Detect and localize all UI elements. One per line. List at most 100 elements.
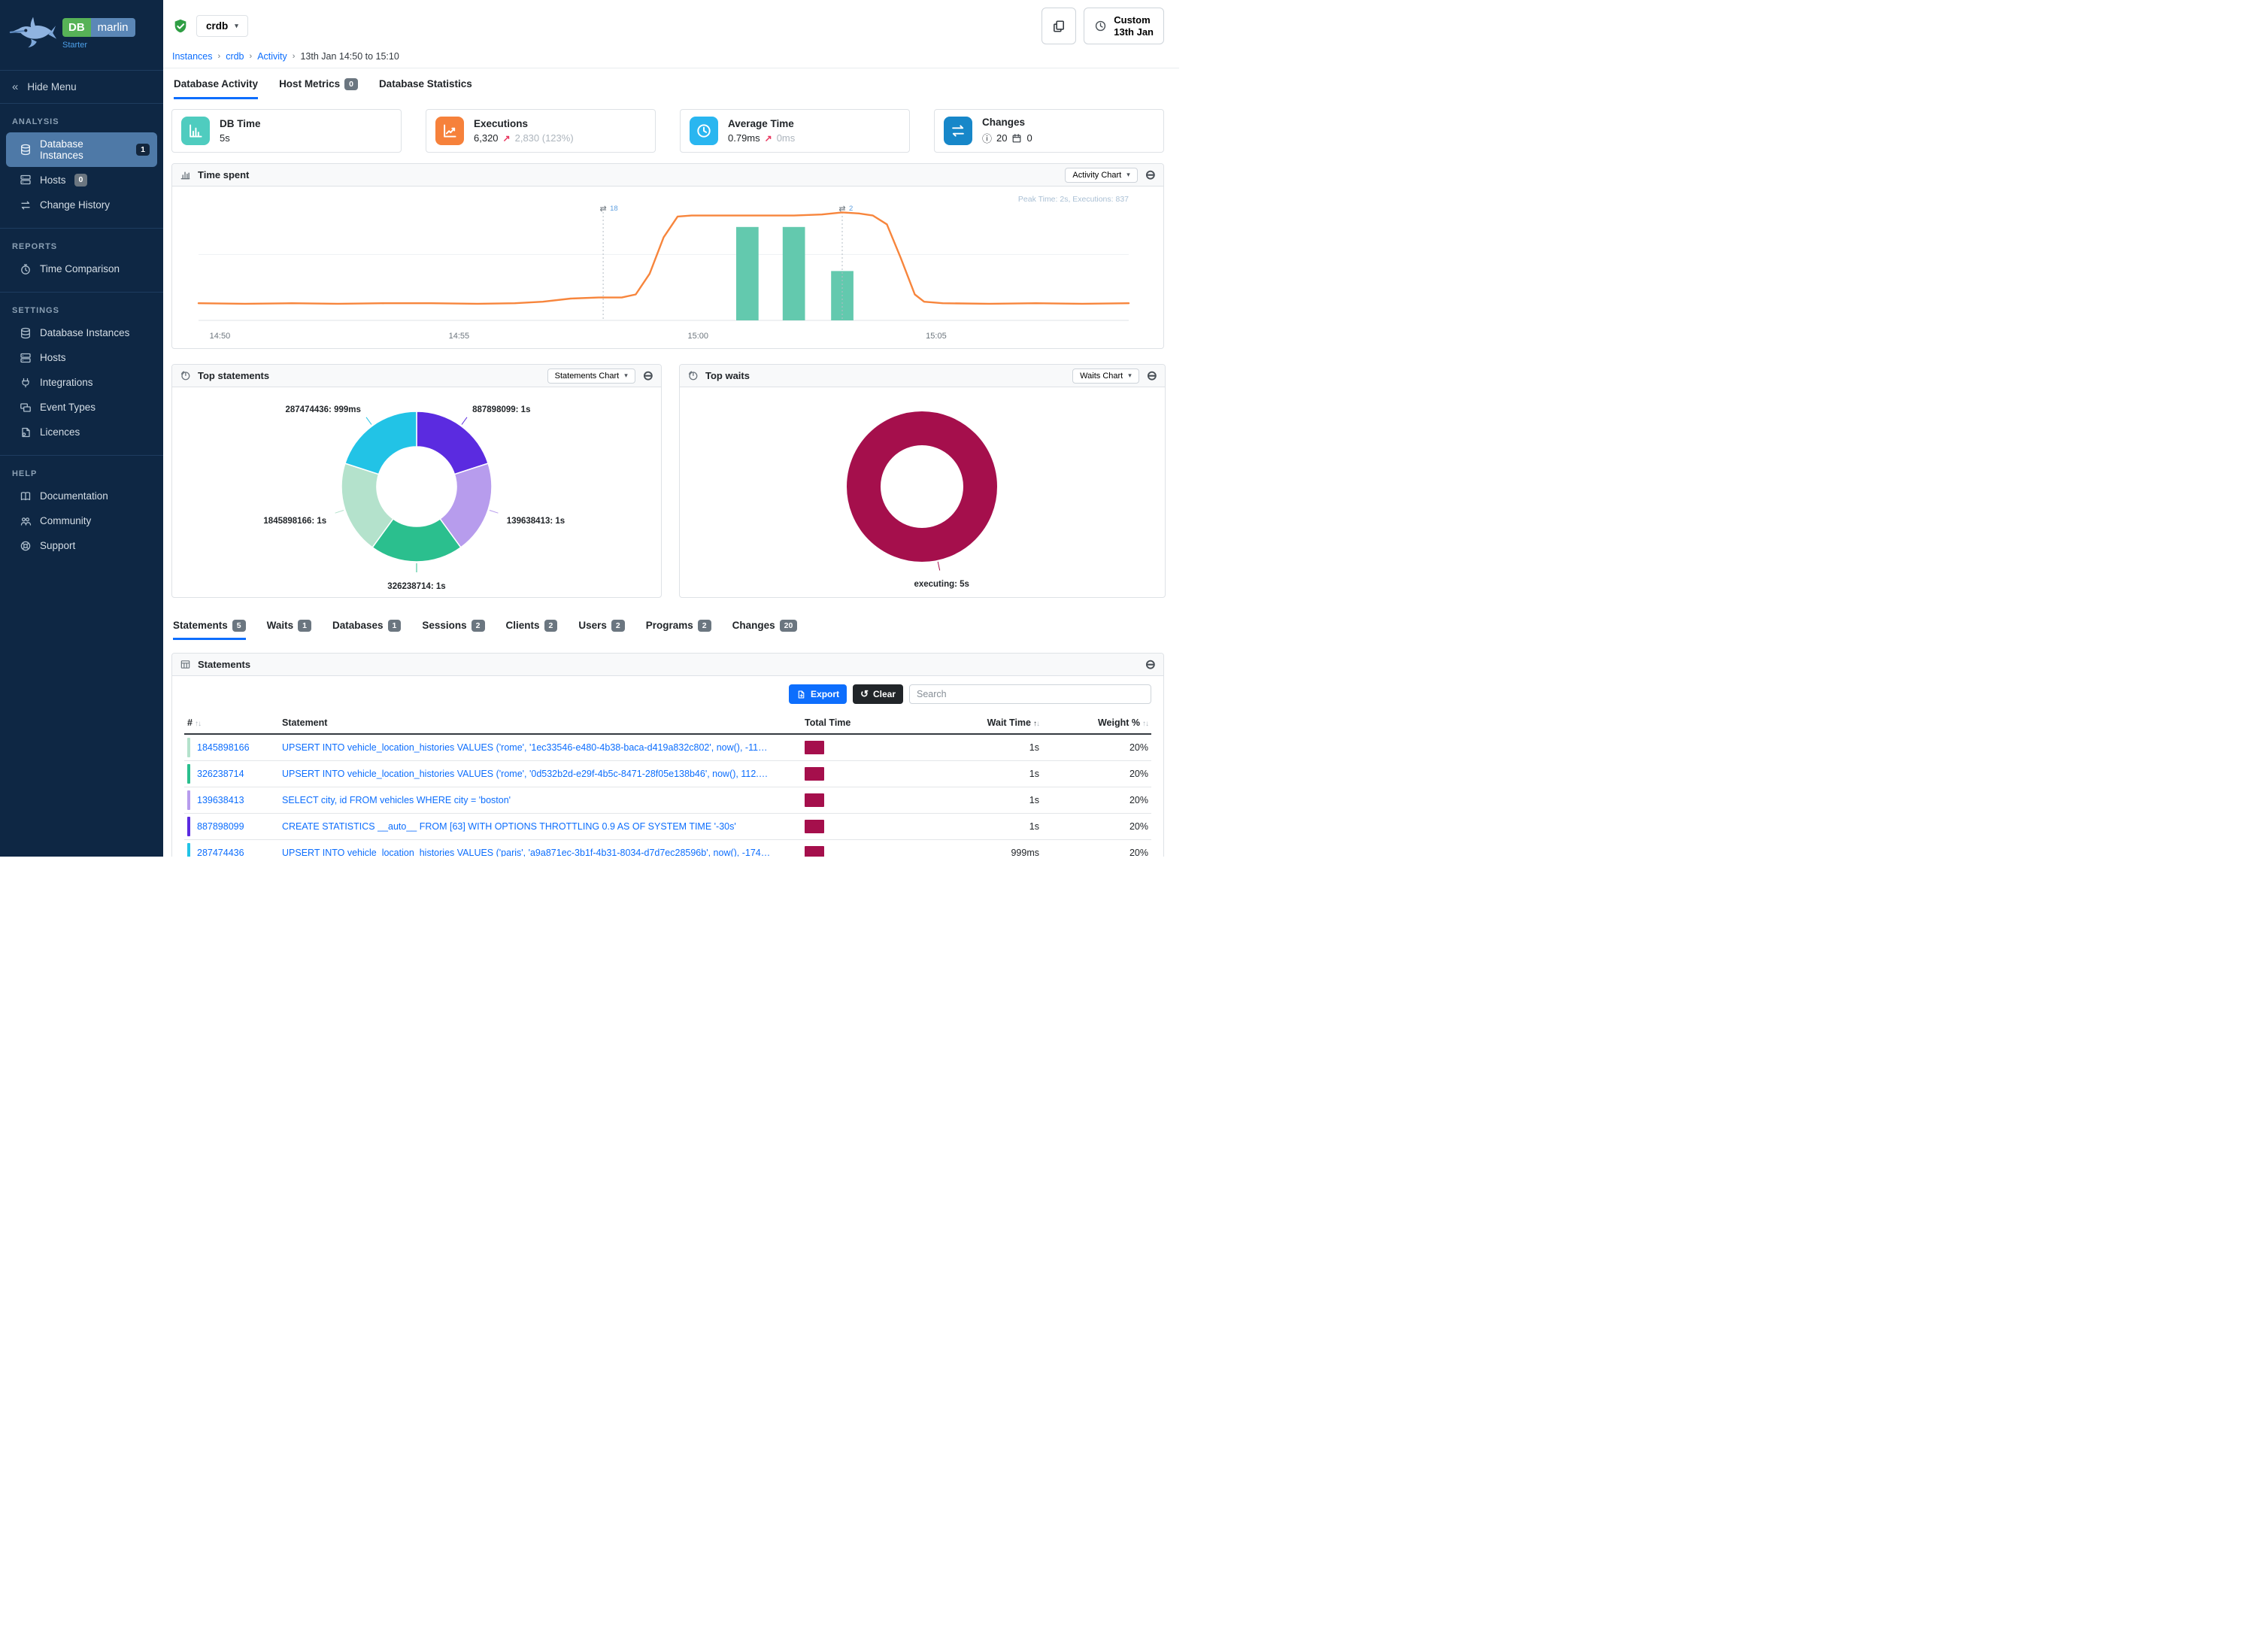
col-header-num[interactable]: # ↑↓ bbox=[184, 712, 279, 736]
col-header-weight[interactable]: Weight % ↑↓ bbox=[1042, 712, 1151, 736]
export-button[interactable]: Export bbox=[789, 684, 847, 705]
app-logo[interactable]: DB marlin Starter bbox=[0, 0, 163, 59]
weight-value: 20% bbox=[1042, 839, 1151, 857]
sidebar-item-label: Integrations bbox=[40, 377, 93, 389]
statement-link[interactable]: SELECT city, id FROM vehicles WHERE city… bbox=[282, 795, 511, 806]
svg-text:18: 18 bbox=[610, 205, 618, 213]
caret-down-icon: ▾ bbox=[1126, 171, 1130, 179]
sidebar-item-change-history[interactable]: Change History bbox=[6, 193, 157, 217]
top-waits-panel: Top waits Waits Chart ▾ ⊖ executing: 5s bbox=[679, 364, 1166, 599]
sidebar-section-title: ANALYSIS bbox=[12, 117, 59, 126]
copy-button[interactable] bbox=[1042, 8, 1077, 45]
top-waits-donut[interactable]: executing: 5s bbox=[680, 387, 1165, 597]
sidebar-item-integrations[interactable]: Integrations bbox=[6, 371, 157, 395]
sidebar-item-label: Community bbox=[40, 515, 92, 527]
sort-icon: ↑↓ bbox=[1142, 720, 1149, 729]
sidebar-item-hosts[interactable]: Hosts bbox=[6, 346, 157, 370]
waits-chart-select[interactable]: Waits Chart ▾ bbox=[1072, 368, 1139, 384]
collapse-icon[interactable]: ⊖ bbox=[642, 369, 653, 384]
count-badge: 2 bbox=[544, 620, 558, 632]
logo-db: DB bbox=[62, 18, 91, 37]
sidebar-item-label: Support bbox=[40, 540, 76, 552]
detail-tab-clients[interactable]: Clients 2 bbox=[506, 620, 558, 640]
sidebar-item-database-instances[interactable]: Database Instances 1 bbox=[6, 132, 157, 167]
pie-chart-icon bbox=[687, 370, 699, 381]
detail-tab-sessions[interactable]: Sessions 2 bbox=[422, 620, 485, 640]
instance-selector[interactable]: crdb ▾ bbox=[196, 15, 248, 38]
tab-host-metrics[interactable]: Host Metrics 0 bbox=[279, 78, 358, 99]
svg-text:Peak Time: 2s, Executions: 837: Peak Time: 2s, Executions: 837 bbox=[1018, 195, 1129, 204]
sidebar-item-label: Database Instances bbox=[40, 138, 83, 161]
logo-marlin: marlin bbox=[90, 18, 135, 37]
sidebar-item-documentation[interactable]: Documentation bbox=[6, 484, 157, 508]
statements-chart-select[interactable]: Statements Chart ▾ bbox=[547, 368, 635, 384]
col-header-wait-time[interactable]: Wait Time ↑↓ bbox=[892, 712, 1042, 736]
sidebar-item-event-types[interactable]: Event Types bbox=[6, 396, 157, 420]
detail-tab-waits[interactable]: Waits 1 bbox=[267, 620, 311, 640]
detail-tab-users[interactable]: Users 2 bbox=[578, 620, 625, 640]
line-chart-icon bbox=[435, 117, 464, 146]
svg-text:1845898166: 1s: 1845898166: 1s bbox=[263, 517, 326, 526]
sidebar-item-time-comparison[interactable]: Time Comparison bbox=[6, 257, 157, 281]
top-statements-donut[interactable]: 887898099: 1s 139638413: 1s 326238714: 1s 1… bbox=[172, 387, 661, 597]
card-changes: Changes ⓘ 20 0 bbox=[934, 109, 1164, 153]
col-header-statement[interactable]: Statement bbox=[279, 712, 802, 736]
activity-chart-select[interactable]: Activity Chart ▾ bbox=[1065, 167, 1138, 183]
table-row: 287474436 UPSERT INTO vehicle_location_h… bbox=[184, 839, 1151, 857]
detail-tab-programs[interactable]: Programs 2 bbox=[646, 620, 711, 640]
time-spent-panel: Time spent Activity Chart ▾ ⊖ 14:50 14:55… bbox=[171, 163, 1164, 350]
table-row: 887898099 CREATE STATISTICS __auto__ FRO… bbox=[184, 813, 1151, 841]
count-badge: 1 bbox=[298, 620, 311, 632]
clear-button[interactable]: ↺ Clear bbox=[853, 684, 903, 705]
sidebar-item-community[interactable]: Community bbox=[6, 509, 157, 533]
statement-link[interactable]: CREATE STATISTICS __auto__ FROM [63] WIT… bbox=[282, 821, 736, 833]
statement-id-link[interactable]: 326238714 bbox=[197, 769, 244, 780]
hide-menu-button[interactable]: « Hide Menu bbox=[0, 70, 163, 104]
statement-link[interactable]: UPSERT INTO vehicle_location_histories V… bbox=[282, 848, 771, 857]
statement-id-link[interactable]: 887898099 bbox=[197, 821, 244, 833]
breadcrumb-item[interactable]: Instances bbox=[172, 51, 213, 62]
statement-link[interactable]: UPSERT INTO vehicle_location_histories V… bbox=[282, 742, 771, 754]
breadcrumb-separator: › bbox=[292, 52, 296, 62]
count-badge: 2 bbox=[611, 620, 625, 632]
weight-value: 20% bbox=[1042, 734, 1151, 762]
stopwatch-icon bbox=[20, 263, 32, 275]
search-input[interactable] bbox=[909, 684, 1151, 705]
detail-tab-statements[interactable]: Statements 5 bbox=[173, 620, 246, 641]
total-time-bar bbox=[805, 741, 824, 755]
sidebar-section-title: HELP bbox=[12, 469, 38, 478]
sidebar-item-database-instances[interactable]: Database Instances bbox=[6, 321, 157, 345]
sidebar-item-support[interactable]: Support bbox=[6, 534, 157, 558]
breadcrumb-item[interactable]: Activity bbox=[257, 51, 287, 62]
statement-color-bar bbox=[187, 790, 190, 811]
table-icon bbox=[180, 659, 191, 670]
collapse-icon[interactable]: ⊖ bbox=[1145, 168, 1156, 183]
card-title: DB Time bbox=[220, 118, 261, 130]
statement-id-link[interactable]: 287474436 bbox=[197, 848, 244, 857]
tab-database-statistics[interactable]: Database Statistics bbox=[378, 78, 472, 90]
statement-link[interactable]: UPSERT INTO vehicle_location_histories V… bbox=[282, 769, 771, 780]
breadcrumb: Instances › crdb › Activity › 13th Jan 14:50 t… bbox=[172, 51, 1164, 62]
collapse-icon[interactable]: ⊖ bbox=[1146, 369, 1157, 384]
tab-database-activity[interactable]: Database Activity bbox=[174, 78, 259, 100]
statement-id-link[interactable]: 1845898166 bbox=[197, 742, 250, 754]
card-value: 6,320 bbox=[474, 132, 499, 144]
swap-icon bbox=[944, 117, 972, 146]
wait-time-value: 999ms bbox=[892, 839, 1042, 857]
copy-icon bbox=[1052, 20, 1066, 33]
collapse-icon[interactable]: ⊖ bbox=[1145, 657, 1156, 672]
total-time-bar bbox=[805, 767, 824, 781]
shield-check-icon bbox=[172, 18, 189, 35]
breadcrumb-item[interactable]: crdb bbox=[226, 51, 244, 62]
sidebar-item-hosts[interactable]: Hosts 0 bbox=[6, 168, 157, 193]
time-range-button[interactable]: Custom 13th Jan bbox=[1084, 8, 1164, 45]
divider bbox=[0, 454, 163, 456]
activity-chart[interactable]: 14:50 14:55 15:00 15:05 ⇄ 18 ⇄ 2 Peak Time: 2s, … bbox=[172, 187, 1163, 348]
detail-tab-changes[interactable]: Changes 20 bbox=[732, 620, 798, 640]
col-header-total-time[interactable]: Total Time bbox=[802, 712, 892, 736]
sidebar-item-licences[interactable]: Licences bbox=[6, 420, 157, 444]
detail-tab-databases[interactable]: Databases 1 bbox=[332, 620, 402, 640]
sort-icon: ↑↓ bbox=[194, 720, 202, 729]
wait-time-value: 1s bbox=[892, 813, 1042, 841]
statement-id-link[interactable]: 139638413 bbox=[197, 795, 244, 806]
